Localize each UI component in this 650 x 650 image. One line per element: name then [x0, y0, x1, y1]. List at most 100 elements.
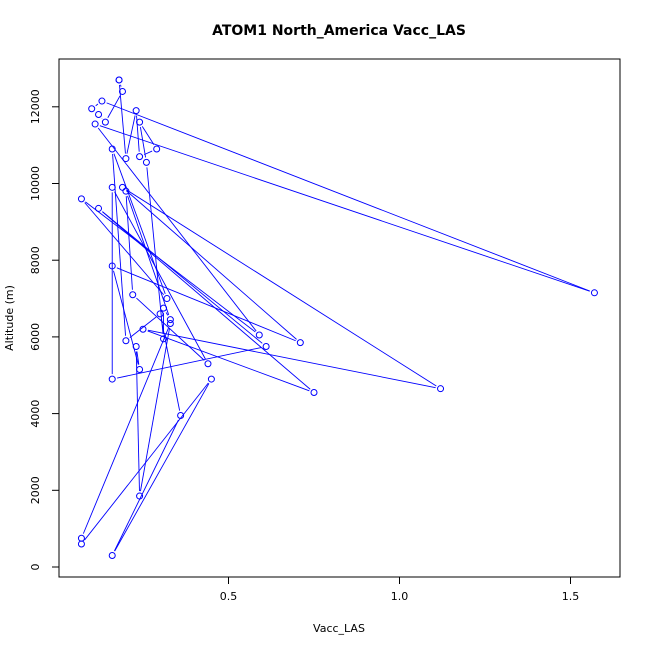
series-segment [120, 84, 122, 87]
data-point [129, 291, 137, 299]
series-segment [141, 126, 155, 146]
data-point [262, 342, 270, 350]
data-point [177, 412, 185, 420]
series-segment [140, 328, 170, 492]
data-point [310, 389, 318, 397]
y-tick-label: 12000 [29, 89, 42, 124]
data-point [139, 325, 147, 333]
data-point [160, 304, 168, 312]
y-tick-label: 8000 [29, 246, 42, 274]
data-point [136, 118, 144, 126]
data-point [115, 76, 123, 84]
points-layer [77, 76, 598, 559]
series-segment [147, 329, 436, 389]
data-point [166, 319, 174, 327]
series-segment [85, 201, 256, 333]
y-tick-label: 10000 [29, 166, 42, 201]
series-segment [125, 190, 297, 340]
x-axis: 0.5 1.0 1.5 [220, 576, 580, 603]
data-point [296, 339, 304, 347]
data-point [91, 120, 99, 128]
y-tick-label: 0 [29, 564, 42, 571]
series-segment [107, 95, 121, 118]
data-point [255, 331, 263, 339]
data-point [142, 158, 150, 166]
series-segment [84, 382, 209, 541]
y-tick-label: 4000 [29, 400, 42, 428]
series-segment [136, 297, 205, 361]
series-segment [114, 419, 179, 552]
data-point [98, 97, 106, 105]
series-segment [119, 84, 126, 154]
series-segment [113, 270, 139, 365]
series-segment [116, 267, 296, 342]
series-segment [97, 127, 257, 332]
series-segment [102, 211, 311, 390]
data-point [166, 316, 174, 324]
series-segment [102, 211, 263, 344]
data-point [136, 365, 144, 373]
chart-title: ATOM1 North_America Vacc_LAS [212, 23, 466, 39]
series-segment [114, 383, 210, 552]
series-segment [106, 102, 590, 292]
series-segment [125, 196, 133, 290]
data-point [118, 183, 126, 191]
data-point [163, 295, 171, 303]
data-point [95, 204, 103, 212]
data-point [160, 335, 168, 343]
data-point [204, 360, 212, 368]
data-point [95, 110, 103, 118]
data-point [108, 375, 116, 383]
series-segment [160, 318, 181, 411]
x-axis-label: Vacc_LAS [313, 622, 365, 635]
data-point [118, 87, 126, 95]
series-segment [146, 167, 164, 334]
series-segment [126, 115, 136, 154]
series-segment [139, 126, 147, 158]
series-segment [126, 189, 437, 387]
series-segment [99, 125, 590, 292]
data-point [88, 105, 96, 113]
data-point [77, 540, 85, 548]
series-segment [127, 195, 170, 316]
x-tick-label: 1.0 [391, 590, 409, 603]
data-point [207, 375, 215, 383]
series-segment [112, 153, 126, 336]
data-point [101, 118, 109, 126]
plot-frame [58, 58, 621, 578]
data-point [122, 155, 130, 163]
data-point [153, 145, 161, 153]
data-point [132, 107, 140, 115]
data-point [132, 342, 140, 350]
y-tick-label: 2000 [29, 476, 42, 504]
series-segment [143, 150, 153, 156]
x-tick-label: 1.5 [562, 590, 580, 603]
data-point [136, 153, 144, 161]
data-point [108, 551, 116, 559]
series-layer [82, 84, 590, 552]
series-segment [165, 312, 169, 316]
x-tick-label: 0.5 [220, 590, 238, 603]
series-segment [114, 191, 206, 360]
data-point [108, 262, 116, 270]
data-point [77, 534, 85, 542]
data-point [437, 385, 445, 393]
series-segment [135, 351, 140, 492]
series-segment [129, 316, 157, 339]
y-axis: 0 2000 4000 6000 8000 10000 12000 [29, 89, 60, 571]
series-segment [117, 347, 262, 379]
data-point [590, 289, 598, 297]
series-segment [82, 327, 169, 534]
series-segment [84, 202, 165, 296]
y-axis-label: Altitude (m) [3, 285, 16, 351]
series-segment [147, 330, 310, 392]
y-tick-label: 6000 [29, 323, 42, 351]
data-point [77, 195, 85, 203]
series-segment [136, 351, 140, 365]
data-point [108, 183, 116, 191]
data-point [156, 310, 164, 318]
data-point [122, 187, 130, 195]
data-point [136, 492, 144, 500]
series-segment [95, 103, 99, 107]
